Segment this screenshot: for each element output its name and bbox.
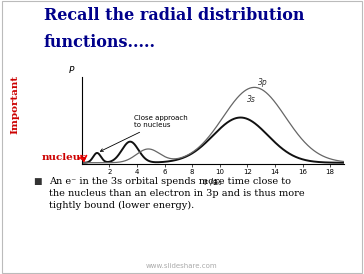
Text: Close approach
to nucleus: Close approach to nucleus xyxy=(100,115,188,151)
Text: Important: Important xyxy=(10,75,19,134)
Text: P: P xyxy=(69,66,74,75)
Text: 3s: 3s xyxy=(248,95,256,104)
Text: ■: ■ xyxy=(33,177,41,186)
Text: functions.....: functions..... xyxy=(44,34,156,51)
Text: nucleus: nucleus xyxy=(42,153,87,162)
Text: 3p: 3p xyxy=(258,78,268,87)
Text: www.slideshare.com: www.slideshare.com xyxy=(146,263,218,269)
X-axis label: r /a₀: r /a₀ xyxy=(204,177,222,186)
Text: Recall the radial distribution: Recall the radial distribution xyxy=(44,7,304,24)
Text: An e⁻ in the 3s orbital spends more time close to
the nucleus than an electron i: An e⁻ in the 3s orbital spends more time… xyxy=(49,177,305,210)
